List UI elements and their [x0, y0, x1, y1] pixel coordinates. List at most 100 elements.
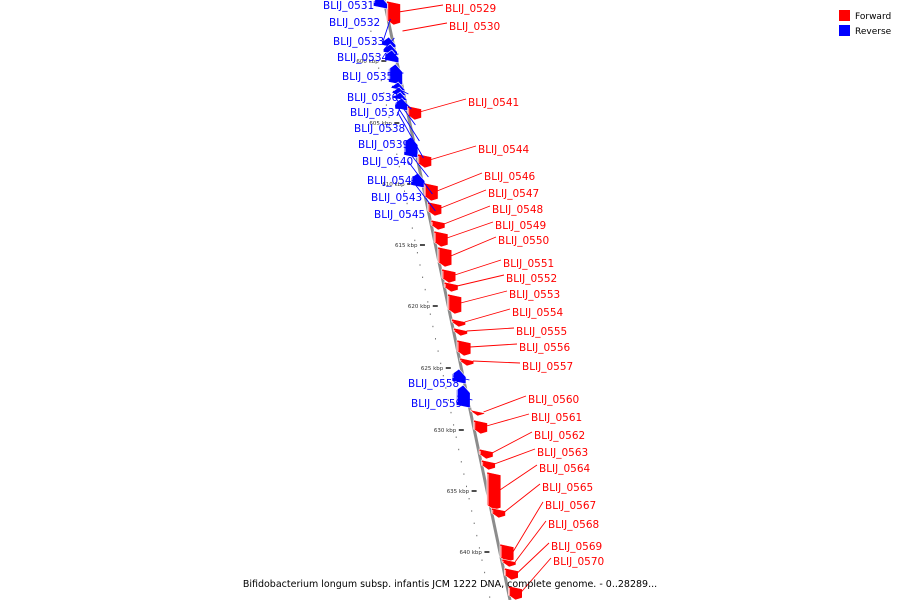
scale-dot [414, 239, 416, 242]
leader-line [452, 375, 470, 381]
gene-label: BLIJ_0563 [537, 447, 588, 459]
gene-label: BLIJ_0550 [498, 235, 549, 247]
scale-dots [365, 6, 491, 598]
scale-tick-label: 635 kbp [447, 489, 470, 495]
gene-arrow [441, 268, 457, 284]
gene-arrow [386, 0, 401, 26]
scale-dot [427, 301, 429, 303]
gene-arrow [478, 448, 494, 460]
leader-line [419, 98, 467, 113]
gene-label: BLIJ_0567 [545, 500, 596, 512]
gene-arrow [410, 172, 426, 189]
gene-label: BLIJ_0533 [333, 36, 384, 48]
scale-dot [468, 498, 470, 500]
leader-line [520, 557, 552, 593]
scale-tick-label: 640 kbp [459, 550, 482, 556]
leader-line [395, 103, 420, 142]
leader-line [483, 395, 527, 413]
leader-line [392, 90, 412, 110]
gene-arrow [453, 327, 468, 337]
scale-dot [442, 375, 444, 377]
gene-features [373, 0, 523, 600]
scale-dot [466, 485, 467, 488]
gene-arrow [486, 471, 502, 511]
scale-dot [453, 424, 455, 426]
scale-dot [419, 264, 421, 266]
scale-dot [471, 510, 473, 512]
leader-line [469, 343, 518, 348]
scale-dot [481, 559, 483, 561]
scale-dot [391, 129, 393, 131]
leader-line [450, 236, 497, 257]
scale-dot [473, 522, 475, 524]
gene-label: BLIJ_0531 [323, 0, 374, 12]
gene-arrow [459, 357, 475, 367]
scale-dot [432, 325, 434, 328]
leader-line [407, 160, 433, 195]
scale-dot [437, 350, 439, 352]
legend-forward-swatch [839, 10, 850, 21]
gene-label: BLIJ_0539 [358, 139, 409, 151]
scale-dot [424, 288, 426, 291]
gene-label: BLIJ_0553 [509, 289, 560, 301]
leader-line [389, 72, 404, 75]
gene-label: BLIJ_0557 [522, 361, 573, 373]
gene-label: BLIJ_0547 [488, 188, 539, 200]
gene-arrow [388, 63, 403, 86]
scale-dot [378, 67, 380, 69]
leader-line [397, 111, 424, 159]
leader-line [456, 274, 505, 287]
scale-dot [484, 571, 486, 574]
scale-tick-label: 625 kbp [421, 366, 444, 372]
scale-dot [478, 547, 480, 549]
scale-tick-label: 610 kbp [382, 182, 405, 188]
leader-line [383, 37, 395, 50]
gene-arrow [417, 153, 432, 169]
gene-label: BLIJ_0569 [551, 541, 602, 553]
gene-label: BLIJ_0556 [519, 342, 571, 354]
leader-line [382, 18, 391, 43]
gene-arrow [373, 0, 388, 10]
gene-label: BLIJ_0535 [342, 71, 393, 83]
scale-dot [447, 399, 449, 401]
scale-tick-label: 600 kbp [356, 59, 379, 65]
scale-dot [396, 153, 398, 155]
leader-line [504, 483, 541, 513]
scale-dot [373, 42, 374, 45]
scale-dot [450, 411, 452, 414]
scale-tick-label: 620 kbp [408, 304, 431, 310]
gene-arrow [473, 419, 488, 435]
scale-dot [429, 313, 431, 315]
scale-dot [455, 436, 457, 438]
leader-line [486, 413, 530, 427]
gene-label: BLIJ_0542 [367, 175, 418, 187]
leader-line [411, 179, 436, 212]
gene-label: BLIJ_0570 [553, 556, 604, 568]
gene-arrow [451, 368, 467, 385]
gene-arrow [430, 219, 446, 231]
gene-label: BLIJ_0564 [539, 463, 591, 475]
leader-line [429, 145, 477, 161]
leader-line [494, 448, 536, 465]
scale-dot [401, 178, 403, 180]
leader-line [454, 259, 502, 276]
gene-arrow [447, 293, 462, 315]
gene-arrow [433, 230, 449, 248]
leader-line [402, 22, 448, 32]
gene-label: BLIJ_0529 [445, 3, 496, 15]
gene-arrow [501, 558, 517, 568]
gene-label: BLIJ_0560 [528, 394, 579, 406]
gene-label: BLIJ_0534 [337, 52, 389, 64]
scale-dot [416, 252, 418, 254]
scale-dot [445, 387, 447, 389]
gene-label: BLIJ_0538 [354, 123, 405, 135]
scale-dot [435, 338, 436, 340]
gene-label: BLIJ_0568 [548, 519, 599, 531]
scale-dot [409, 215, 411, 217]
gene-label: BLIJ_0548 [492, 204, 543, 216]
leader-line [460, 290, 508, 304]
scale-dot [476, 534, 478, 537]
gene-label: BLIJ_0530 [449, 21, 500, 33]
leader-line [443, 205, 491, 225]
